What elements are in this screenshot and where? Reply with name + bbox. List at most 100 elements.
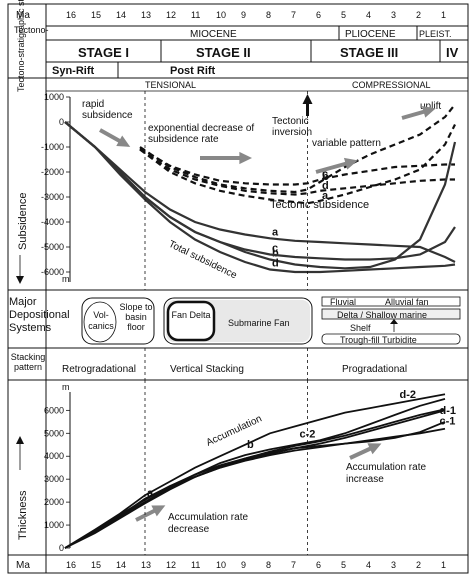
- trough-label: Trough-fill Turbidite: [340, 335, 417, 345]
- syn-rift: Syn-Rift: [52, 65, 95, 77]
- top-tick-15: 15: [91, 10, 101, 20]
- top-tick-7: 7: [291, 10, 296, 20]
- top-tick-14: 14: [116, 10, 126, 20]
- total-line-d: [64, 121, 456, 274]
- arrow-decrease-head: [151, 505, 166, 517]
- thickness-label-d-1: d-1: [440, 405, 457, 417]
- stacking-label-box: Stacking pattern: [11, 352, 46, 372]
- epoch-miocene: MIOCENE: [190, 29, 237, 40]
- thickness-ytick-label-5000: 5000: [44, 428, 64, 438]
- annotation-rapid: rapid subsidence: [82, 99, 133, 121]
- tectonic-label-b: b: [322, 171, 329, 183]
- alluvial-label: Alluvial fan: [385, 297, 429, 307]
- subsidence-ylabel: Subsidence: [17, 193, 29, 251]
- thickness-ytick-label-2000: 2000: [44, 497, 64, 507]
- thickness-ytick-label-6000: 6000: [44, 405, 64, 415]
- bottom-tick-10: 10: [216, 560, 226, 570]
- annotation-uplift: uplift: [420, 101, 441, 112]
- subsidence-plot: 10000-1000-2000-3000-4000-5000-6000abcda…: [41, 92, 457, 282]
- annotation-tectonic: Tectonic subsidence: [270, 200, 369, 211]
- bottom-tick-7: 7: [291, 560, 296, 570]
- subsidence-ytick-label--2000: -2000: [41, 167, 64, 177]
- tectonic-line-d: [139, 148, 455, 196]
- subsidence-ytick-label--5000: -5000: [41, 242, 64, 252]
- total-label-c: c: [272, 243, 278, 255]
- arrow-variable-head: [343, 157, 358, 170]
- svg-text:Tectono-stratigraphic stage: Tectono-stratigraphic stage: [16, 0, 26, 92]
- svg-text:Thickness: Thickness: [17, 490, 29, 540]
- bottom-tick-3: 3: [391, 560, 396, 570]
- bottom-tick-8: 8: [266, 560, 271, 570]
- subsidence-ytick-label--6000: -6000: [41, 267, 64, 277]
- thickness-unit: m: [62, 382, 70, 392]
- subsidence-ytick-label--3000: -3000: [41, 192, 64, 202]
- top-tick-3: 3: [391, 10, 396, 20]
- top-tick-9: 9: [241, 10, 246, 20]
- shelf-label: Shelf: [350, 323, 371, 333]
- subsidence-ytick-label-0: 0: [59, 117, 64, 127]
- bottom-tick-11: 11: [191, 560, 200, 570]
- arrow-expo-head: [239, 151, 252, 165]
- stage-boundaries: [144, 91, 308, 555]
- fluvial-label: Fluvial: [330, 297, 356, 307]
- top-tick-5: 5: [341, 10, 346, 20]
- total-line-a: [64, 121, 456, 263]
- bottom-tick-2: 2: [416, 560, 421, 570]
- top-tick-6: 6: [316, 10, 321, 20]
- submarine-fan-box: Fan Delta Submarine Fan: [163, 297, 313, 345]
- thickness-arrowhead: [16, 436, 24, 444]
- thickness-ytick-label-0: 0: [59, 543, 64, 553]
- thickness-ytick-label-1000: 1000: [44, 520, 64, 530]
- subsidence-arrowhead: [16, 276, 24, 284]
- annotation-decrease: Accumulation rate decrease: [168, 512, 248, 535]
- bottom-tick-4: 4: [366, 560, 371, 570]
- top-tick-4: 4: [366, 10, 371, 20]
- row-label-stage-1: Tectono-: [14, 25, 49, 35]
- total-line-c: [64, 121, 456, 261]
- annotation-accumulation: Accumulation: [205, 413, 264, 448]
- bottom-tick-12: 12: [166, 560, 176, 570]
- thickness-label-d-2: d-2: [400, 389, 417, 401]
- stage-3: STAGE III: [340, 45, 398, 60]
- top-ma-label: Ma: [16, 10, 30, 21]
- subsidence-unit: m: [62, 274, 70, 284]
- subsidence-ytick-label--4000: -4000: [41, 217, 64, 227]
- total-label-d: d: [272, 258, 279, 270]
- annotation-variable: variable pattern: [312, 138, 381, 149]
- bottom-tick-16: 16: [66, 560, 76, 570]
- thickness-line-d-2: [64, 398, 446, 549]
- svg-text:Subsidence: Subsidence: [17, 193, 29, 251]
- stacking-vertical: Vertical Stacking: [170, 364, 244, 375]
- tectonic-line-b: [139, 103, 456, 194]
- total-label-a: a: [272, 226, 279, 238]
- annotation-increase: Accumulation rate increase: [346, 462, 426, 485]
- stacking-retrogradational: Retrogradational: [62, 364, 136, 375]
- depositional-label-box: Major Depositional Systems: [9, 296, 70, 334]
- thickness-line-b: [64, 393, 446, 549]
- stacking-progradational: Progradational: [342, 364, 407, 375]
- submarine-fan-label: Submarine Fan: [228, 318, 290, 328]
- bottom-tick-1: 1: [441, 560, 446, 570]
- delta-label: Delta / Shallow marine: [337, 310, 427, 320]
- subsidence-ytick-label-1000: 1000: [44, 92, 64, 102]
- thickness-line-d-1: [64, 420, 446, 549]
- bottom-ma-label: Ma: [16, 560, 30, 571]
- tectonic-line-a: [139, 124, 456, 205]
- thickness-label-a: a: [147, 488, 154, 500]
- tectonic-line-c: [139, 147, 455, 186]
- tectonic-label-c: c: [322, 169, 328, 181]
- annotation-inversion: Tectonic inversion: [272, 116, 312, 138]
- bottom-tick-15: 15: [91, 560, 101, 570]
- thickness-ytick-label-4000: 4000: [44, 451, 64, 461]
- volcanics-box: Vol-canics Slope to basin floor: [81, 297, 155, 345]
- top-ma-ticks: 16 15 14 13 12 11 10 9 8 7 6 5 4 3 2 1: [66, 10, 446, 20]
- thickness-label-c-1: c-1: [440, 416, 456, 428]
- arrow-rapid-head: [116, 135, 131, 147]
- top-tick-12: 12: [166, 10, 176, 20]
- frame: [7, 3, 469, 574]
- total-label-b: b: [272, 248, 279, 260]
- thickness-plot: 0100020003000400050006000abc-1c-2d-1d-2A…: [44, 389, 456, 553]
- top-tick-1: 1: [441, 10, 446, 20]
- bottom-tick-14: 14: [116, 560, 126, 570]
